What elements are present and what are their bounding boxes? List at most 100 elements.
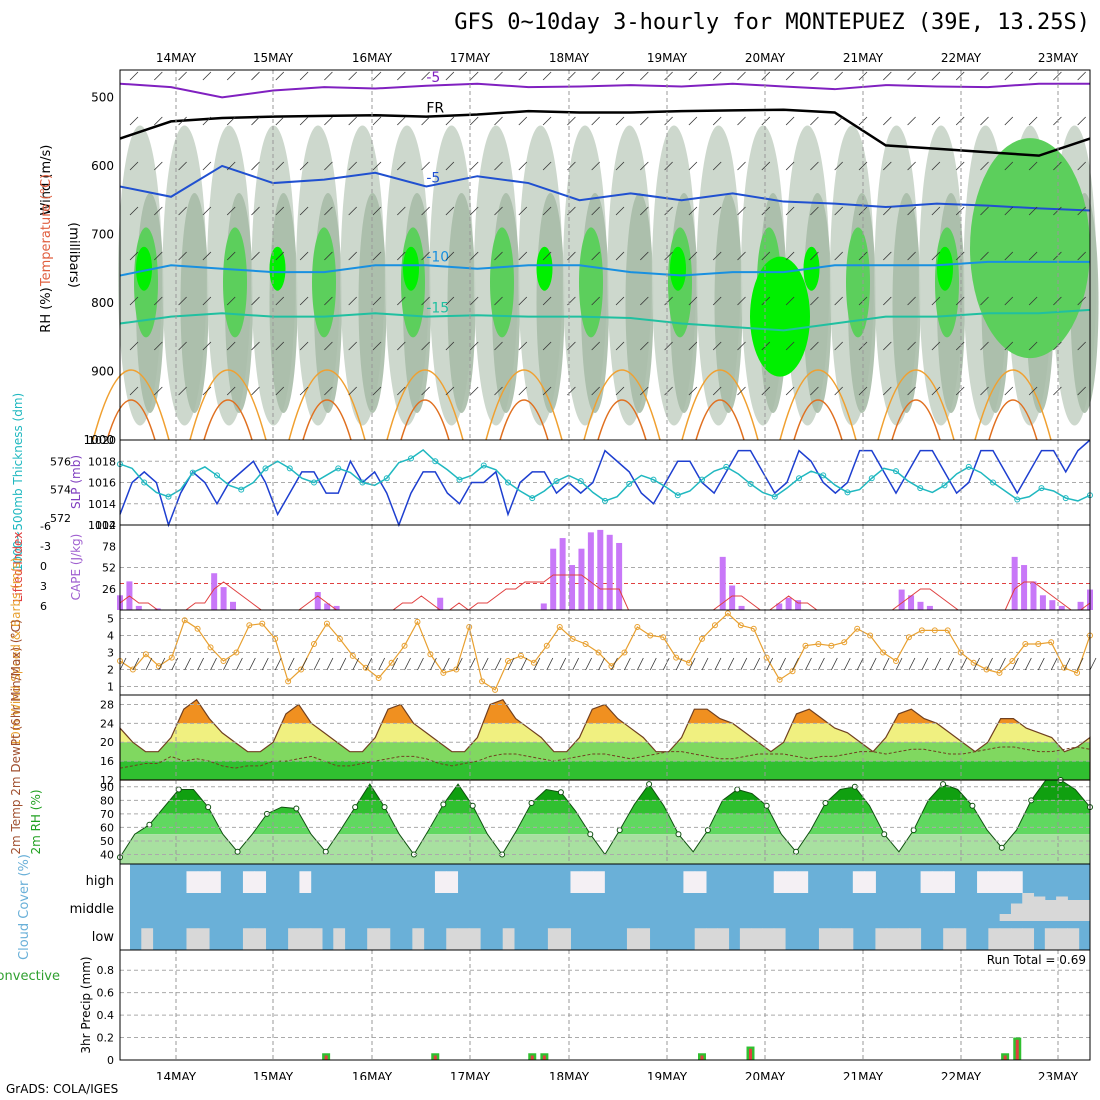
wind-barb <box>810 251 819 261</box>
wind-barb <box>226 71 236 81</box>
wind-barb <box>931 206 941 216</box>
rh-point <box>940 781 947 788</box>
wind-barb <box>640 71 649 81</box>
rh-point <box>675 831 682 838</box>
rh-shade <box>892 192 921 413</box>
isotherm-line <box>119 308 1091 332</box>
cape-bar <box>324 603 331 610</box>
wind-speed-point <box>789 668 796 675</box>
temp-band <box>120 699 1090 724</box>
wind-barb <box>178 251 187 261</box>
wind-barb <box>921 657 929 671</box>
wind-barb <box>785 386 795 396</box>
cloud-block-low <box>943 928 955 950</box>
wind-barb <box>999 657 1006 671</box>
cape-bar <box>135 605 142 610</box>
wind-barb <box>591 341 600 351</box>
day-label-bottom: 22MAY <box>941 1070 982 1080</box>
wind-barb <box>785 116 795 126</box>
cloud-block-high <box>683 871 696 893</box>
thickness-point <box>868 475 875 482</box>
cape-bar <box>719 556 726 610</box>
thickness-point <box>214 472 220 479</box>
cloud-block-low <box>412 928 425 950</box>
wind-barb <box>178 386 187 396</box>
wind-barb <box>640 296 649 306</box>
wind-barb <box>688 296 698 306</box>
wind-barb <box>275 341 285 351</box>
wind-barb <box>324 206 333 216</box>
wind-barb <box>372 296 382 306</box>
wind-barb <box>132 657 140 671</box>
wind-barb <box>1050 657 1058 671</box>
rh-shade <box>312 227 336 338</box>
lifted-index-line <box>119 574 1091 611</box>
wind-speed-point <box>479 678 486 685</box>
wind-barb <box>761 161 771 171</box>
cape-bar <box>1049 600 1056 610</box>
wind-barb <box>712 206 722 216</box>
isotherm-20 <box>386 369 464 441</box>
wind-speed-point <box>323 620 330 627</box>
wind-speed-point <box>466 624 473 630</box>
isotherm-label: -5 <box>426 70 440 86</box>
wind-barb <box>248 657 256 671</box>
wind-barb <box>980 341 989 351</box>
wind-barb <box>907 296 916 306</box>
wind-barb <box>178 296 187 306</box>
wind-barb <box>834 296 843 306</box>
wind-barb <box>712 161 722 171</box>
cloud-block-low <box>886 928 899 950</box>
precip-conv-bar <box>542 1055 546 1060</box>
wind-barb <box>810 161 819 171</box>
thickness-point <box>941 482 948 489</box>
wind-barb <box>712 71 722 81</box>
cape-bar <box>211 573 218 610</box>
cloud-block-low <box>773 928 786 950</box>
wind-barb <box>348 206 357 216</box>
day-label-bottom: 21MAY <box>843 1070 884 1080</box>
wind-speed-point <box>349 652 356 659</box>
wind-barb <box>980 161 989 171</box>
precip-conv-bar <box>1003 1055 1007 1060</box>
wind-barb <box>559 657 567 671</box>
cloud-block-high <box>694 871 707 893</box>
thickness-point <box>480 462 487 469</box>
wind-barb <box>675 657 683 671</box>
wind-barb <box>615 386 625 396</box>
wind-barb <box>129 71 139 81</box>
cloud-block-low <box>468 928 481 950</box>
precip-tick: 0.6 <box>97 987 115 1000</box>
wind-speed-point <box>401 642 408 649</box>
wind-barb <box>1004 71 1014 81</box>
day-label-bottom: 18MAY <box>549 1070 590 1080</box>
wind-barb <box>251 161 260 171</box>
wind-barb <box>178 341 187 351</box>
wind-barb <box>883 296 892 306</box>
wind-barb <box>615 341 625 351</box>
cape-bar <box>1011 556 1018 610</box>
cloud-block-high <box>852 871 865 893</box>
panel-ylabel-temp: Temperature (°C) <box>39 174 54 287</box>
cloud-block-high <box>931 871 944 893</box>
wind-barb <box>1028 251 1038 261</box>
precip-legend: Total / Rain Convective <box>0 969 60 984</box>
wind-speed-point <box>686 659 693 666</box>
wind-speed-point <box>530 659 537 666</box>
cloud-block-low <box>818 928 831 950</box>
wind-speed-point <box>647 632 654 639</box>
cloud-block-low <box>739 928 752 950</box>
wind-barb <box>365 657 373 671</box>
wind-barb <box>818 657 825 671</box>
wind-barb <box>1053 251 1062 261</box>
wind-speed-point <box>259 620 266 627</box>
wind-barb <box>591 296 600 306</box>
wind-barb <box>907 341 916 351</box>
wind-barb <box>640 341 649 351</box>
wind-barb <box>178 71 187 81</box>
pressure-tick: 900 <box>91 364 114 378</box>
isotherm-25 <box>302 399 352 441</box>
wind-barb <box>391 657 398 671</box>
wind-barb <box>469 71 479 81</box>
wind-barb <box>737 161 746 171</box>
